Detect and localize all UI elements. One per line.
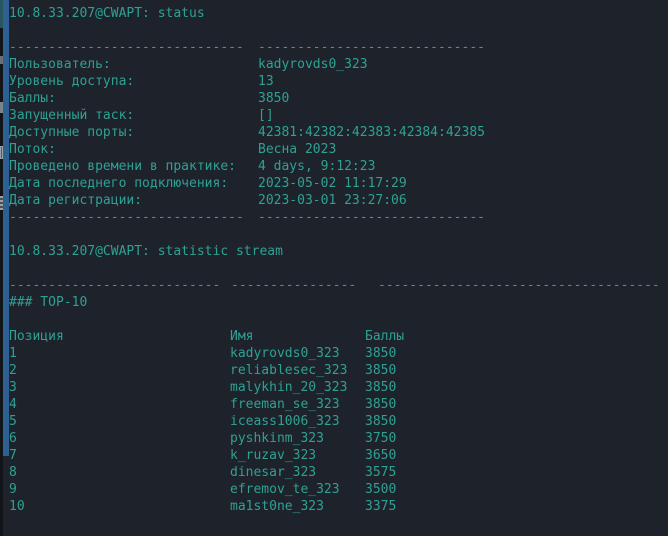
cell-name: reliablesec_323 [230, 363, 348, 378]
desktop-icon-fragment [0, 146, 3, 159]
field-label: Пользователь: [9, 57, 111, 72]
field-label: Поток: [9, 142, 56, 157]
background-window-sliver [0, 0, 3, 536]
cell-position: 7 [9, 448, 17, 463]
cell-position: 8 [9, 465, 17, 480]
status-field-row: Уровень доступа: 13 [9, 73, 668, 90]
field-value: 3850 [258, 91, 290, 106]
table-row: 6 pyshkinm_323 3750 [9, 430, 668, 447]
separator-segment: ------------------------------------ [378, 278, 660, 293]
cell-position: 4 [9, 397, 17, 412]
cell-position: 6 [9, 431, 17, 446]
separator-line: ----------------------------------------… [9, 39, 668, 56]
table-row: 2 reliablesec_323 3850 [9, 362, 668, 379]
cell-position: 2 [9, 363, 17, 378]
cell-name: freeman_se_323 [230, 397, 340, 412]
table-row: 5 iceass1006_323 3850 [9, 413, 668, 430]
blank-line [9, 311, 668, 328]
status-field-row: Доступные порты: 42381:42382:42383:42384:… [9, 124, 668, 141]
field-value: kadyrovds0_323 [258, 57, 368, 72]
window-edge-bar[interactable] [3, 0, 9, 456]
command-line-statistic: 10.8.33.207@CWAPT: statistic stream [9, 243, 668, 260]
table-row: 10 ma1st0ne_323 3375 [9, 498, 668, 515]
table-row: 3 malykhin_20_323 3850 [9, 379, 668, 396]
cell-points: 3375 [365, 499, 397, 514]
status-field-row: Поток: Весна 2023 [9, 141, 668, 158]
cell-position: 5 [9, 414, 17, 429]
table-row: 7 k_ruzav_323 3650 [9, 447, 668, 464]
field-value: 4 days, 9:12:23 [258, 159, 376, 174]
field-label: Дата регистрации: [9, 193, 143, 208]
table-row: 4 freeman_se_323 3850 [9, 396, 668, 413]
command-text: 10.8.33.207@CWAPT: status [9, 6, 205, 21]
field-label: Дата последнего подключения: [9, 176, 229, 191]
field-value: 42381:42382:42383:42384:42385 [258, 125, 485, 140]
desktop-icon-fragment [0, 196, 3, 210]
terminal-output[interactable]: 10.8.33.207@CWAPT: status --------------… [9, 5, 668, 536]
cell-name: k_ruzav_323 [230, 448, 317, 463]
cell-points: 3650 [365, 448, 397, 463]
cell-name: kadyrovds0_323 [230, 346, 340, 361]
separator-segment: --------------------------- [9, 278, 221, 293]
cell-position: 3 [9, 380, 17, 395]
field-label: Уровень доступа: [9, 74, 135, 89]
cell-position: 1 [9, 346, 17, 361]
field-value: [] [258, 108, 274, 123]
blank-line [9, 226, 668, 243]
cell-points: 3500 [365, 482, 397, 497]
top10-heading: ### TOP-10 [9, 295, 88, 310]
status-field-row: Дата последнего подключения: 2023-05-02 1… [9, 175, 668, 192]
cell-name: ma1st0ne_323 [230, 499, 324, 514]
cell-position: 9 [9, 482, 17, 497]
status-field-row: Баллы: 3850 [9, 90, 668, 107]
col-header-position: Позиция [9, 329, 64, 344]
field-value: 13 [258, 74, 274, 89]
cell-points: 3850 [365, 346, 397, 361]
separator-segment: ------------------------------ [9, 210, 244, 225]
cell-name: pyshkinm_323 [230, 431, 324, 446]
background-window-header-fragment [0, 0, 3, 28]
separator-line: ----------------------------------------… [9, 209, 668, 226]
separator-segment: ------------------------------ [9, 40, 244, 55]
separator-segment: ----------------------------- [258, 210, 485, 225]
cell-points: 3850 [365, 397, 397, 412]
field-value: Весна 2023 [258, 142, 337, 157]
status-field-row: Запущенный таск: [] [9, 107, 668, 124]
field-label: Проведено времени в практике: [9, 159, 236, 174]
cell-name: malykhin_20_323 [230, 380, 348, 395]
table-header-row: Позиция Имя Баллы [9, 328, 668, 345]
field-label: Баллы: [9, 91, 56, 106]
blank-line [9, 22, 668, 39]
desktop-icon-fragment [0, 102, 3, 113]
desktop-icon-fragment [0, 56, 3, 64]
cell-points: 3850 [365, 380, 397, 395]
blank-line [9, 260, 668, 277]
command-line-status: 10.8.33.207@CWAPT: status [9, 5, 668, 22]
separator-segment: ---------------- [231, 278, 357, 293]
col-header-name: Имя [230, 329, 254, 344]
status-field-row: Проведено времени в практике: 4 days, 9:1… [9, 158, 668, 175]
separator-line: ----------------------------------------… [9, 277, 668, 294]
field-label: Доступные порты: [9, 125, 135, 140]
cell-name: dinesar_323 [230, 465, 317, 480]
cell-name: efremov_te_323 [230, 482, 340, 497]
col-header-points: Баллы [365, 329, 405, 344]
cell-position: 10 [9, 499, 25, 514]
field-value: 2023-05-02 11:17:29 [258, 176, 407, 191]
cell-points: 3850 [365, 414, 397, 429]
status-field-row: Дата регистрации: 2023-03-01 23:27:06 [9, 192, 668, 209]
table-row: 8 dinesar_323 3575 [9, 464, 668, 481]
table-row: 1 kadyrovds0_323 3850 [9, 345, 668, 362]
field-value: 2023-03-01 23:27:06 [258, 193, 407, 208]
cell-points: 3750 [365, 431, 397, 446]
field-label: Запущенный таск: [9, 108, 135, 123]
cell-name: iceass1006_323 [230, 414, 340, 429]
separator-segment: ----------------------------- [258, 40, 485, 55]
status-field-row: Пользователь: kadyrovds0_323 [9, 56, 668, 73]
cell-points: 3575 [365, 465, 397, 480]
cell-points: 3850 [365, 363, 397, 378]
command-text: 10.8.33.207@CWAPT: statistic stream [9, 244, 283, 259]
table-row: 9 efremov_te_323 3500 [9, 481, 668, 498]
